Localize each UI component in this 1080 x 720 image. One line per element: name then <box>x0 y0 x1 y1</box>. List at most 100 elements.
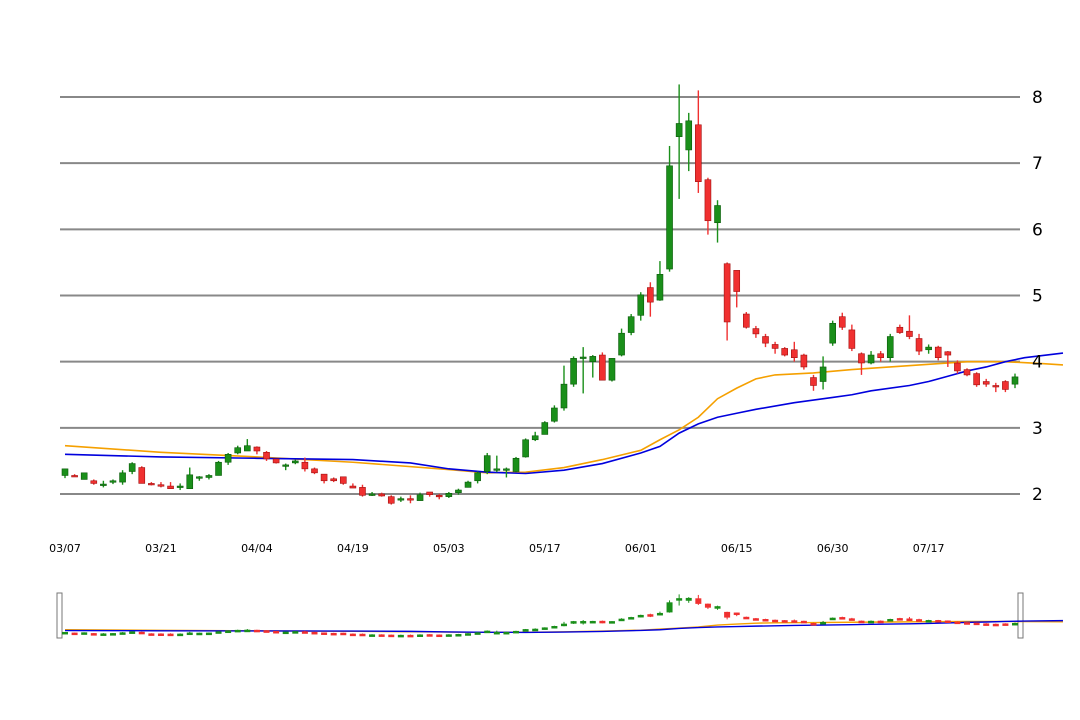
candle <box>378 492 385 497</box>
candle <box>368 492 376 496</box>
candle <box>762 333 769 348</box>
candle <box>493 455 501 473</box>
candle-body <box>819 366 827 382</box>
candle <box>119 470 126 485</box>
navigator-ma-long <box>64 619 1063 634</box>
candle-body <box>973 373 980 386</box>
candle <box>1002 380 1009 393</box>
candle <box>128 462 136 475</box>
x-tick-label: 03/07 <box>49 542 81 555</box>
candle <box>896 324 904 334</box>
candle <box>829 320 836 346</box>
candle <box>138 466 146 484</box>
navigator-candle-body <box>225 630 232 634</box>
candle <box>944 351 952 367</box>
candle-body <box>339 476 347 484</box>
candle <box>1011 373 1019 389</box>
candle <box>934 345 942 361</box>
candle-body <box>464 481 472 488</box>
candle <box>877 351 884 362</box>
candle <box>61 468 69 479</box>
candle-body <box>954 362 961 372</box>
x-axis-ticks: 03/07 03/21 04/04 04/19 05/03 05/17 06/01 06/15… <box>49 542 944 555</box>
candle-body <box>915 338 923 352</box>
navigator-candle-body <box>157 633 164 637</box>
navigator-candle-body <box>637 614 644 618</box>
range-navigator[interactable] <box>56 592 1063 639</box>
candle-body <box>128 463 136 472</box>
candle-body <box>781 348 788 356</box>
candle <box>320 473 328 484</box>
navigator-candle-body <box>829 617 836 621</box>
candle-body <box>148 483 155 486</box>
candle <box>397 496 405 502</box>
candle-body <box>387 496 395 504</box>
navigator-candle-body <box>877 620 884 624</box>
x-tick-label: 04/04 <box>241 542 273 555</box>
candle-body <box>397 498 405 501</box>
navigator-candle-body <box>100 633 107 636</box>
candle <box>963 368 971 377</box>
candle <box>867 351 875 365</box>
candle <box>790 341 798 362</box>
candle <box>848 324 856 352</box>
navigator-candle-body <box>541 627 548 630</box>
navigator-candle-body <box>666 602 673 613</box>
navigator-candle-body <box>752 618 759 621</box>
candle <box>292 459 299 465</box>
navigator-candle-body <box>887 619 894 622</box>
candle-body <box>982 381 990 385</box>
candle-body <box>157 484 165 487</box>
navigator-candle-body <box>273 630 280 634</box>
candle <box>599 352 606 381</box>
candle-body <box>723 263 731 323</box>
candle <box>205 474 213 480</box>
candle <box>810 374 817 391</box>
navigator-candle-body <box>129 631 136 634</box>
navigator-candle-body <box>81 632 88 635</box>
candle-body <box>541 422 549 435</box>
navigator-candle-body <box>301 631 308 634</box>
candle <box>186 467 194 490</box>
candle-body <box>608 358 616 381</box>
navigator-candle-body <box>810 623 817 626</box>
candle-body <box>627 316 635 333</box>
navigator-candle-body <box>618 618 625 622</box>
candle-body <box>714 205 721 224</box>
navigator-candle-body <box>791 620 798 623</box>
navigator-candle-body <box>148 633 155 636</box>
candle <box>695 90 702 193</box>
x-tick-label: 05/17 <box>529 542 561 555</box>
candle <box>560 365 568 411</box>
candle <box>771 341 779 354</box>
candle-body <box>858 353 865 364</box>
candle-body <box>992 385 1000 388</box>
candle <box>167 482 174 490</box>
navigator-candle-body <box>944 620 951 623</box>
candle-body <box>455 489 462 493</box>
navigator-candle-body <box>359 633 366 637</box>
candle-body <box>282 464 290 467</box>
candle <box>474 471 481 484</box>
navigator-candle-body <box>676 598 683 601</box>
y-tick-label: 4 <box>1032 353 1043 373</box>
candle-body <box>119 472 126 483</box>
navigator-candle-body <box>253 629 260 633</box>
candle-body <box>829 322 836 344</box>
candle-body <box>426 491 433 495</box>
navigator-candle-body <box>436 634 443 638</box>
candle-body <box>877 353 884 358</box>
candle <box>109 479 117 485</box>
candle-body <box>944 351 952 356</box>
candle-body <box>186 474 194 490</box>
candle-body <box>61 468 69 476</box>
candle <box>637 292 645 321</box>
navigator-candle-body <box>215 631 222 634</box>
navigator-candle-body <box>685 597 692 601</box>
candle <box>80 472 88 480</box>
navigator-candle-body <box>1012 622 1018 626</box>
candle-body <box>886 336 894 358</box>
candle-body <box>531 435 539 441</box>
candle-body <box>292 460 299 464</box>
